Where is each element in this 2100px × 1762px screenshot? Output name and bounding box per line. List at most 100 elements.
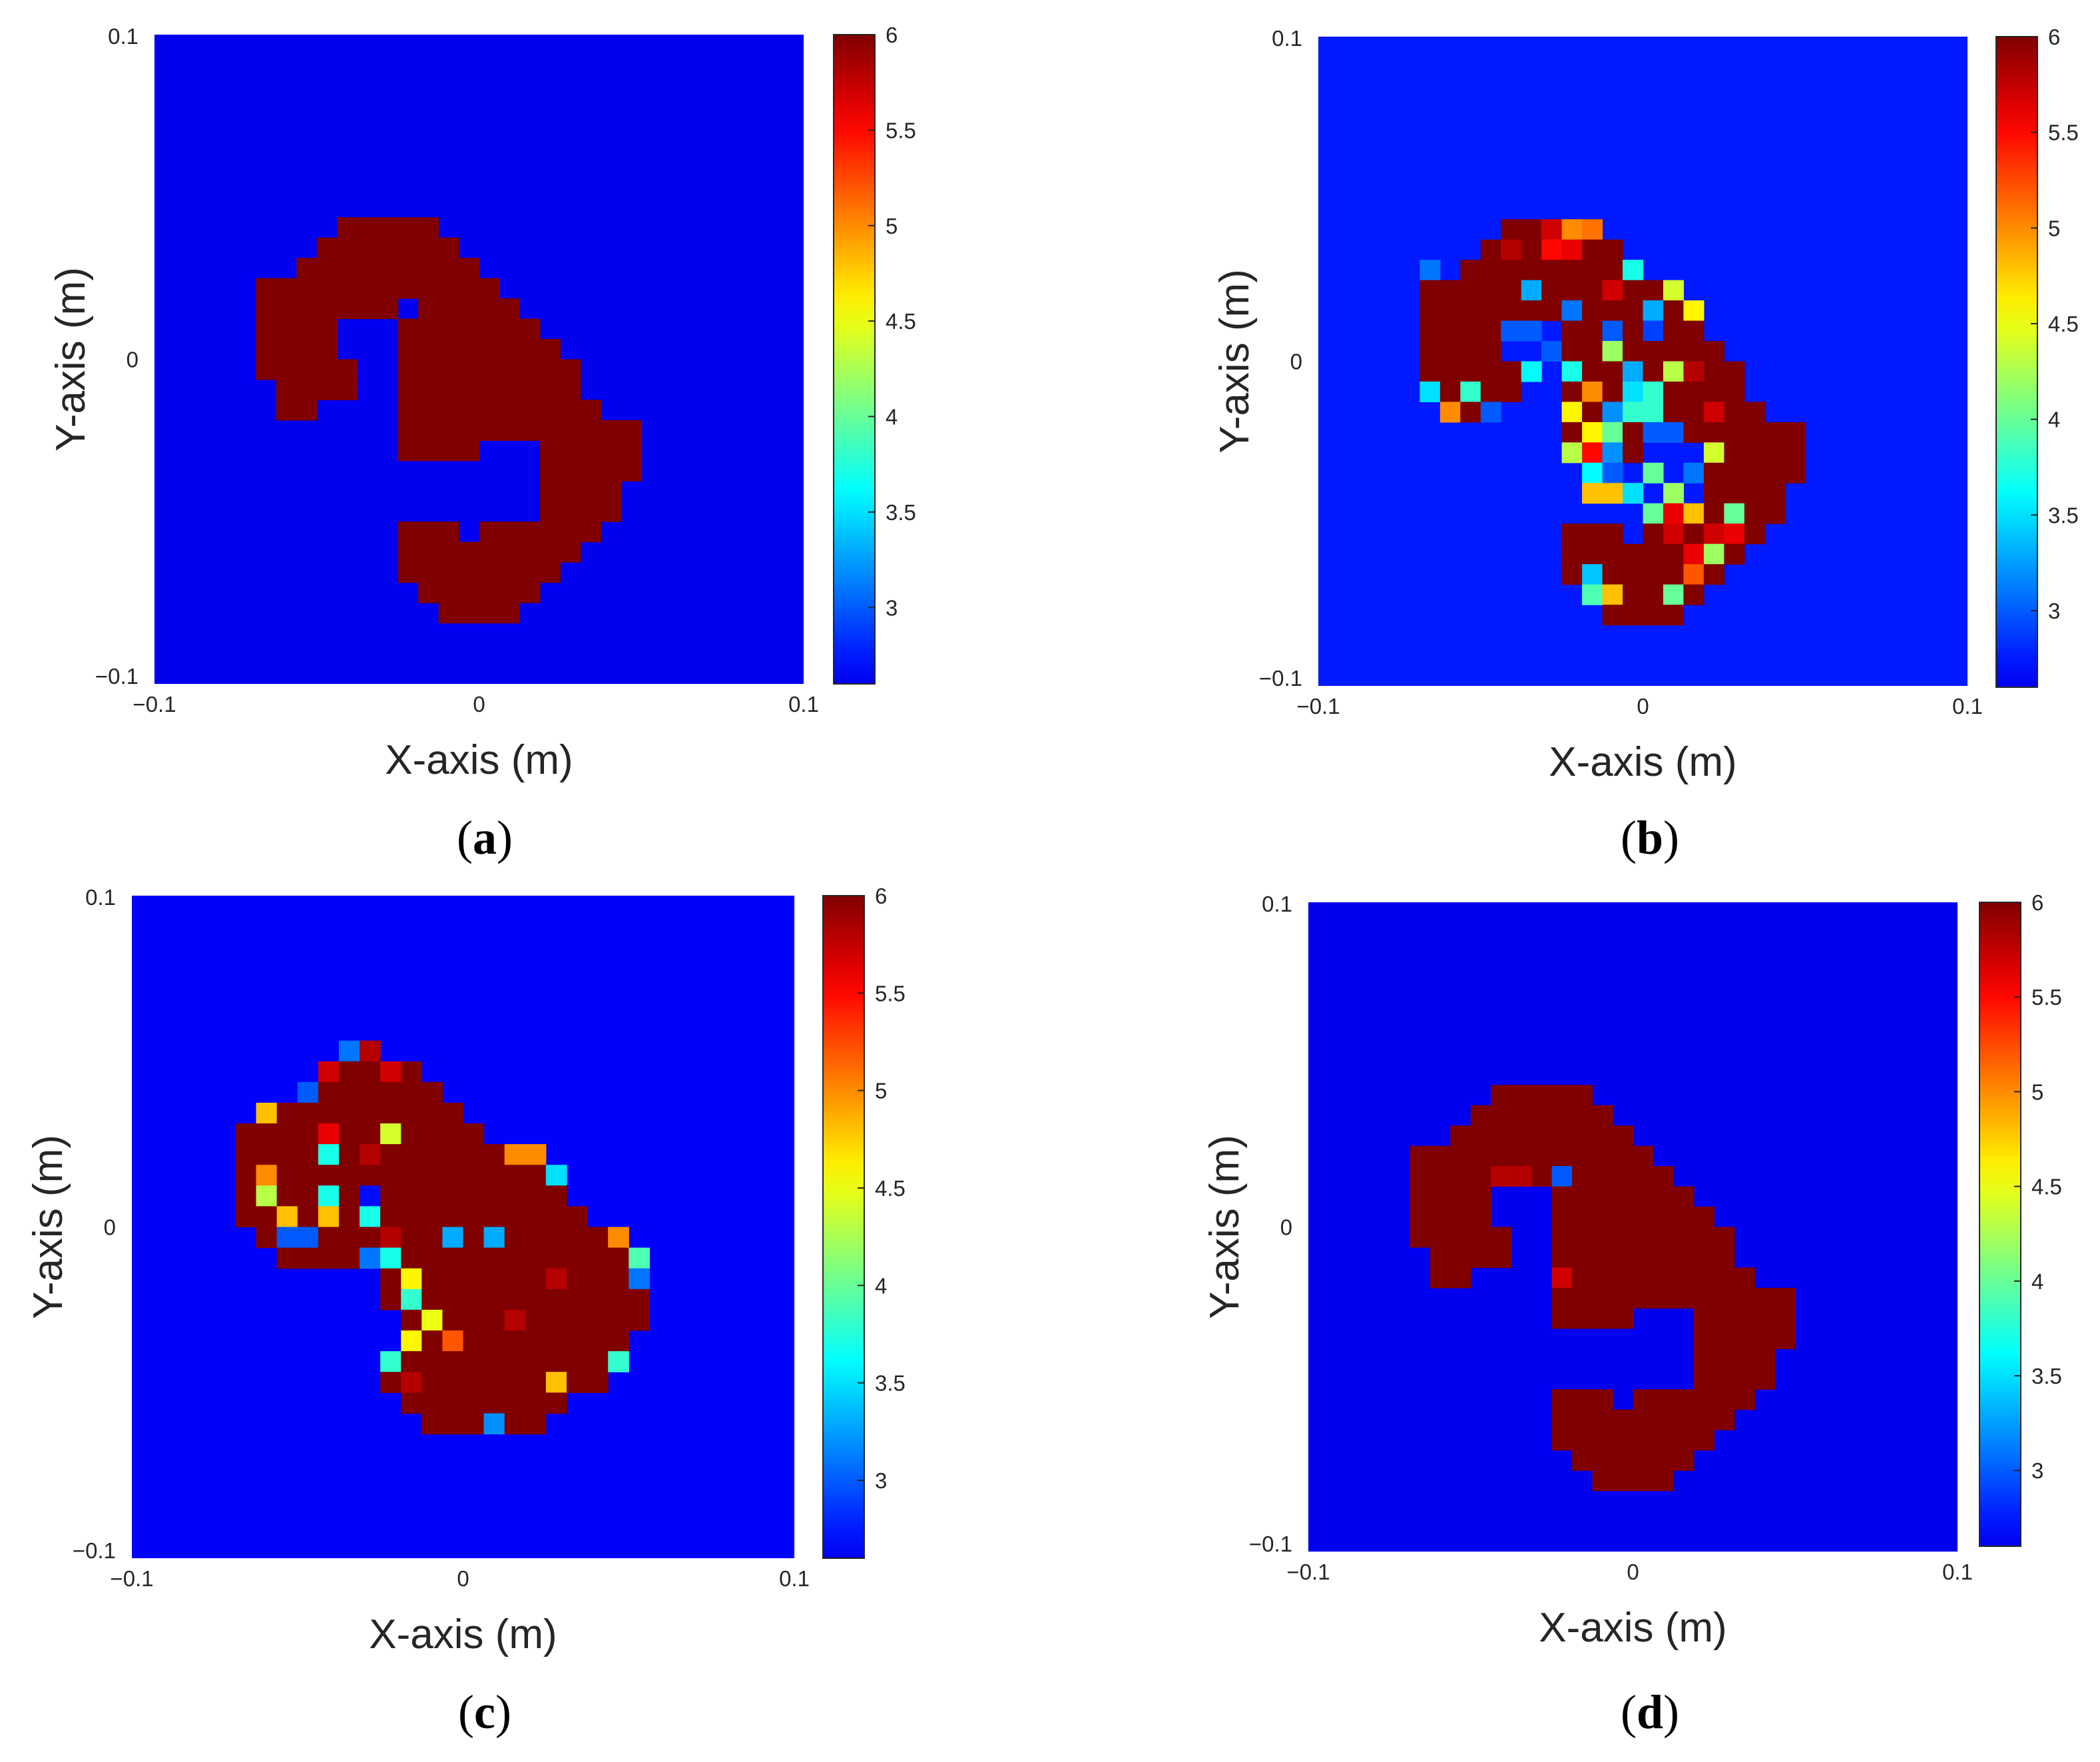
heatmap-cell <box>397 237 419 258</box>
heatmap-cell <box>1693 1308 1714 1329</box>
heatmap-cell <box>318 1081 340 1103</box>
heatmap-cell <box>1703 361 1724 382</box>
heatmap-cell <box>1653 1166 1675 1187</box>
heatmap-cell <box>1693 1227 1714 1248</box>
heatmap-cell <box>608 1330 629 1352</box>
heatmap-cell <box>1673 1227 1695 1248</box>
heatmap-cell <box>296 359 318 380</box>
heatmap-cell <box>1602 239 1623 260</box>
heatmap-cell <box>1764 503 1786 524</box>
heatmap-cell <box>318 1144 340 1165</box>
heatmap-cell <box>1561 341 1583 362</box>
heatmap-cell <box>566 1227 588 1249</box>
heatmap-cell <box>1623 564 1644 585</box>
heatmap-cell <box>483 1413 505 1435</box>
heatmap-cell <box>338 1061 360 1083</box>
colorbar-tick-label: 5 <box>875 1079 887 1103</box>
heatmap-cell <box>401 1351 422 1372</box>
heatmap-cell <box>338 1185 360 1207</box>
colorbar-tick-label: 4.5 <box>2048 312 2079 336</box>
colorbar-tick-label: 4 <box>2048 408 2060 432</box>
heatmap-cell <box>1572 1287 1593 1309</box>
heatmap-cell <box>338 1144 360 1165</box>
heatmap-cell <box>1551 1430 1573 1451</box>
panel-label: (c) <box>458 1685 511 1739</box>
heatmap-cell <box>479 278 500 299</box>
heatmap-cell <box>1653 1186 1675 1207</box>
heatmap-cell <box>1572 1125 1593 1147</box>
heatmap-cell <box>560 359 581 380</box>
heatmap-cell <box>566 1330 588 1352</box>
heatmap-cell <box>1693 1328 1714 1349</box>
heatmap-cell <box>380 1102 401 1124</box>
heatmap-cell <box>1724 442 1745 463</box>
heatmap-cell <box>1703 483 1724 504</box>
panel-label: (a) <box>457 811 513 864</box>
heatmap-cell <box>1613 1308 1634 1329</box>
heatmap-cell <box>438 420 459 441</box>
heatmap-cell <box>1724 462 1745 483</box>
heatmap-cell <box>1501 280 1522 301</box>
heatmap-cell <box>1703 462 1724 483</box>
heatmap-cell <box>608 1309 629 1331</box>
heatmap-cell <box>459 582 480 603</box>
heatmap-cell <box>499 298 521 320</box>
heatmap-cell <box>1703 503 1724 524</box>
heatmap-cell <box>1501 260 1522 281</box>
heatmap-cell <box>1633 1389 1654 1410</box>
heatmap-cell <box>560 379 581 401</box>
heatmap-cell <box>1592 1227 1613 1248</box>
heatmap-cell <box>1613 1207 1634 1228</box>
heatmap-cell <box>1602 361 1623 382</box>
heatmap-cell <box>1460 300 1481 322</box>
heatmap-cell <box>442 1330 464 1352</box>
heatmap-cell <box>1501 381 1522 403</box>
heatmap-cell <box>463 1165 485 1186</box>
heatmap-cell <box>1613 1125 1634 1147</box>
heatmap-cell <box>1683 341 1705 362</box>
heatmap-cell <box>545 1227 567 1249</box>
heatmap-cell <box>539 541 561 563</box>
heatmap-cell <box>1450 1207 1471 1228</box>
heatmap-cell <box>1643 320 1664 342</box>
heatmap-cell <box>1582 320 1603 342</box>
heatmap-cell <box>1582 422 1603 443</box>
heatmap-cell <box>357 258 378 279</box>
heatmap-cell <box>296 318 318 340</box>
heatmap-cell <box>1734 1308 1755 1329</box>
y-axis-label: Y-axis (m) <box>1202 1135 1248 1319</box>
heatmap-cell <box>338 1247 360 1269</box>
heatmap-cell <box>479 521 500 543</box>
heatmap-cell <box>1724 422 1745 443</box>
heatmap-cell <box>360 1123 381 1145</box>
heatmap-cell <box>1410 1207 1431 1228</box>
heatmap-cell <box>378 237 399 258</box>
heatmap-cell <box>1561 402 1583 423</box>
heatmap-cell <box>276 1185 298 1207</box>
heatmap-cell <box>1643 381 1664 403</box>
heatmap-cell <box>504 1268 526 1290</box>
heatmap-cell <box>1744 422 1765 443</box>
heatmap-cell <box>360 1165 381 1186</box>
heatmap-cell <box>1683 402 1705 423</box>
heatmap-cell <box>1410 1166 1431 1187</box>
heatmap-cell <box>401 1061 422 1083</box>
heatmap-cell <box>296 400 318 421</box>
heatmap-cell <box>401 1227 422 1249</box>
heatmap-cell <box>1592 1308 1613 1329</box>
heatmap-cell <box>438 237 459 258</box>
heatmap-cell <box>397 400 419 421</box>
heatmap-cell <box>1582 584 1603 605</box>
heatmap-cell <box>1470 1207 1491 1228</box>
heatmap-cell <box>519 521 541 543</box>
heatmap-cell <box>418 258 439 279</box>
heatmap-cell <box>337 278 358 299</box>
heatmap-cell <box>1572 1166 1593 1187</box>
heatmap-cell <box>378 258 399 279</box>
heatmap-cell <box>504 1330 526 1352</box>
heatmap-cell <box>1521 320 1542 342</box>
heatmap-cell <box>1561 523 1583 545</box>
heatmap-cell <box>1643 503 1664 524</box>
heatmap-cell <box>1440 381 1461 403</box>
heatmap-cell <box>1531 1105 1553 1126</box>
